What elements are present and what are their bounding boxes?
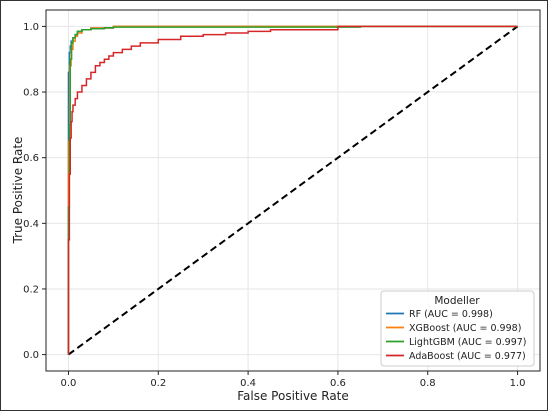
y-axis-ticks: 0.0 0.2 0.4 0.6 0.8 1.0: [23, 22, 46, 361]
chance-diagonal-line: [67, 25, 519, 356]
x-tick-label: 0.6: [330, 378, 346, 389]
legend-label-lightgbm: LightGBM (AUC = 0.997): [409, 337, 527, 348]
legend-label-xgboost: XGBoost (AUC = 0.998): [409, 323, 521, 334]
y-axis-label: True Positive Rate: [11, 137, 25, 245]
y-tick-label: 0.8: [23, 88, 39, 99]
roc-curve-adaboost: [67, 25, 518, 355]
y-tick-label: 0.6: [23, 153, 39, 164]
x-tick-label: 1.0: [510, 378, 526, 389]
diagonal-layer: [67, 25, 519, 356]
y-tick-label: 0.0: [23, 350, 39, 361]
legend-title: Modeller: [434, 295, 480, 307]
legend-items: RF (AUC = 0.998) XGBoost (AUC = 0.998) Lig…: [386, 309, 527, 362]
x-tick-label: 0.0: [61, 378, 77, 389]
plot-frame: [45, 9, 541, 372]
legend-label-rf: RF (AUC = 0.998): [409, 309, 493, 320]
legend-label-adaboost: AdaBoost (AUC = 0.977): [409, 351, 526, 362]
series-layer: [67, 25, 518, 355]
roc-curve-lightgbm: [67, 25, 518, 355]
legend-box: [380, 290, 535, 367]
x-tick-label: 0.8: [420, 378, 436, 389]
x-tick-label: 0.4: [240, 378, 256, 389]
x-tick-label: 0.2: [150, 378, 166, 389]
y-tick-label: 0.4: [23, 219, 39, 230]
x-axis-ticks: 0.0 0.2 0.4 0.6 0.8 1.0: [61, 371, 526, 389]
y-tick-label: 0.2: [23, 284, 39, 295]
y-tick-label: 1.0: [23, 22, 39, 33]
x-axis-label: False Positive Rate: [237, 389, 349, 403]
legend: Modeller RF (AUC = 0.998) XGBoost (AUC = …: [380, 290, 535, 367]
